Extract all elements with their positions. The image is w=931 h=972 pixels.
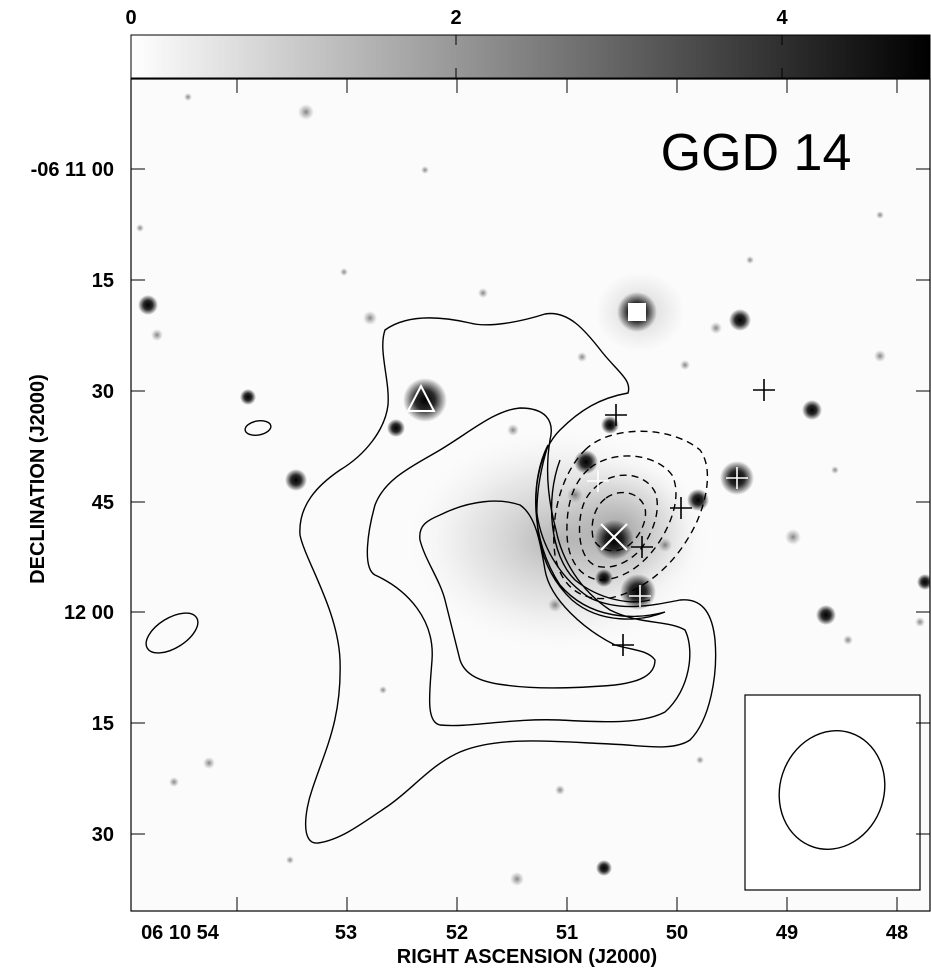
plot-frame <box>130 78 931 912</box>
y-tick-label: 15 <box>92 713 114 735</box>
x-tick-label: 50 <box>666 922 688 944</box>
plus-markers <box>587 379 775 656</box>
x-tick-label: 53 <box>335 922 357 944</box>
colorbar-tick-label: 2 <box>450 7 461 29</box>
y-tick-label: 45 <box>92 492 114 514</box>
y-tick-label: 15 <box>92 270 114 292</box>
x-tick-label: 48 <box>886 922 908 944</box>
plus-marker <box>629 585 651 607</box>
colorbar-tick-label: 0 <box>125 7 136 29</box>
contour-ring-2 <box>550 459 651 603</box>
plus-marker <box>753 379 775 401</box>
x-axis-label: RIGHT ASCENSION (J2000) <box>397 946 657 968</box>
plus-marker <box>670 497 692 519</box>
plus-marker <box>605 404 627 426</box>
solid-contours <box>145 312 717 844</box>
x-marker <box>600 523 628 551</box>
contour-outer <box>299 312 717 844</box>
contour-ring-1 <box>535 444 666 620</box>
beam-ellipse <box>778 730 886 850</box>
dashed-contour-2 <box>566 455 677 581</box>
plus-marker <box>631 536 653 558</box>
y-tick-label: 30 <box>92 381 114 403</box>
plus-marker <box>726 467 748 489</box>
x-tick-label: 52 <box>446 922 468 944</box>
y-tick-label: 12 00 <box>64 602 114 624</box>
markers <box>406 379 775 656</box>
contour-blob-left <box>145 612 199 654</box>
plus-marker <box>587 470 609 492</box>
y-tick-label: 30 <box>92 824 114 846</box>
x-tick-label: 06 10 54 <box>141 922 220 944</box>
dashed-contour-4 <box>591 491 647 552</box>
colorbar-tick-label: 4 <box>776 7 788 29</box>
y-tick-label: -06 11 00 <box>31 159 114 181</box>
triangle-marker <box>406 383 436 412</box>
dashed-contours <box>553 430 708 600</box>
axis-ticks <box>131 79 930 911</box>
contour-middle <box>366 407 691 727</box>
dashed-contour-3 <box>578 474 659 568</box>
dashed-contour-1 <box>553 430 708 600</box>
greyscale-image <box>136 93 930 886</box>
y-axis-label: DECLINATION (J2000) <box>27 374 49 584</box>
plot-title: GGD 14 <box>661 124 852 182</box>
beam-inset <box>744 694 921 891</box>
x-tick-label: 49 <box>776 922 798 944</box>
plus-marker <box>612 634 634 656</box>
colorbar: 0 2 4 <box>125 7 931 79</box>
x-tick-label: 51 <box>556 922 578 944</box>
image-panel: GGD 14 <box>27 78 931 968</box>
contour-blob-small <box>244 420 272 436</box>
